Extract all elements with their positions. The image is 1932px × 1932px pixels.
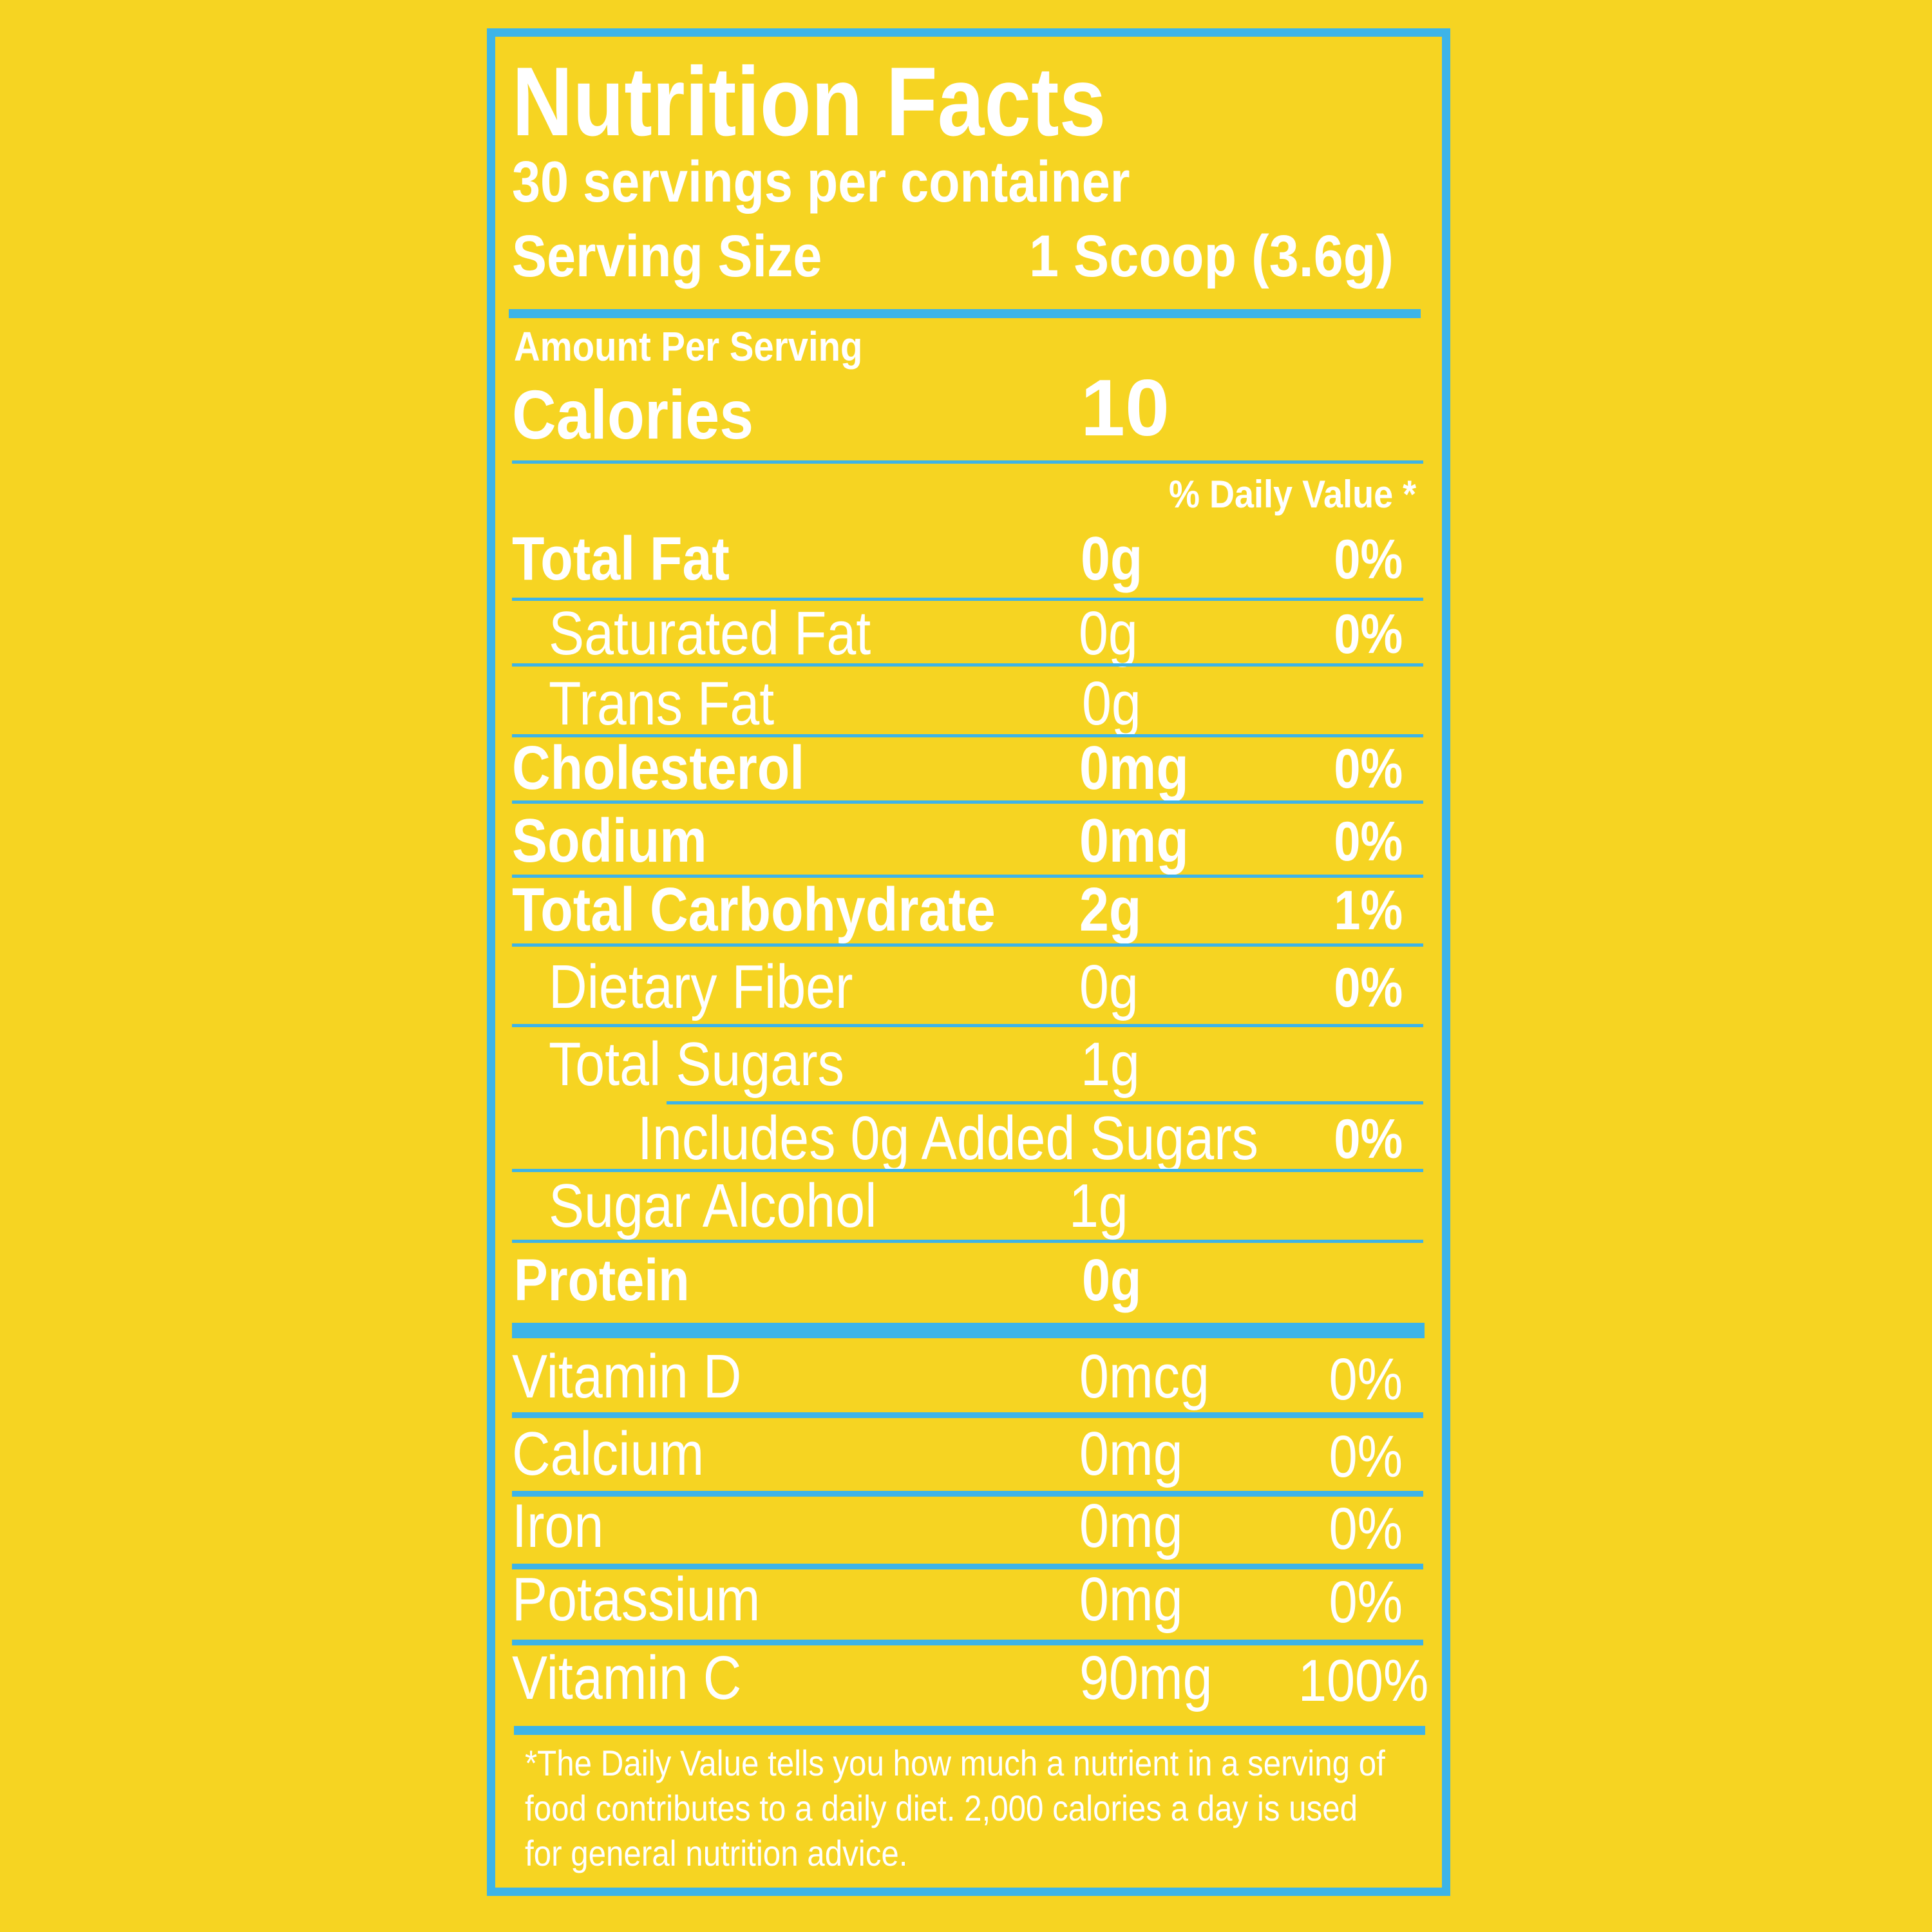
vitamin-daily-value: 0% — [1329, 1496, 1403, 1562]
footnote-line-2: food contributes to a daily diet. 2,000 … — [525, 1788, 1358, 1828]
nutrient-amount: 0g — [1079, 599, 1138, 668]
vitamin-daily-value: 100% — [1298, 1648, 1428, 1714]
nutrient-name: Protein — [514, 1247, 690, 1313]
nutrient-daily-value: 0% — [1334, 603, 1403, 665]
vitamin-daily-value: 0% — [1329, 1569, 1403, 1635]
nutrient-name: Sodium — [512, 806, 707, 875]
daily-value-header: % Daily Value * — [1169, 473, 1417, 516]
servings-per-container: 30 servings per container — [512, 150, 1130, 214]
nutrient-divider — [512, 943, 1423, 947]
label-title: Nutrition Facts — [512, 47, 1106, 156]
nutrient-name: Trans Fat — [549, 669, 775, 738]
nutrient-amount: 1g — [1081, 1030, 1140, 1099]
thick-rule-serving — [509, 309, 1421, 318]
vitamin-amount: 0mg — [1079, 1492, 1183, 1560]
thick-rule-protein — [512, 1323, 1425, 1338]
vitamin-name: Calcium — [512, 1419, 705, 1488]
nutrient-divider — [512, 1240, 1423, 1243]
vitamin-divider — [512, 1491, 1423, 1497]
nutrient-name: Total Sugars — [549, 1030, 844, 1099]
nutrient-name: Total Fat — [512, 524, 730, 593]
footnote-line-3: for general nutrition advice. — [525, 1833, 908, 1873]
nutrient-name: Cholesterol — [512, 734, 805, 802]
nutrient-amount: 0g — [1082, 669, 1141, 738]
nutrient-name: Saturated Fat — [549, 599, 871, 668]
nutrient-amount: 0mg — [1079, 806, 1189, 875]
nutrient-amount: 0g — [1079, 952, 1139, 1021]
rule-vitamin-c — [514, 1726, 1425, 1735]
nutrition-label-border — [487, 28, 1450, 1896]
nutrient-name: Total Carbohydrate — [512, 875, 996, 944]
vitamin-daily-value: 0% — [1329, 1347, 1403, 1412]
vitamin-amount: 0mg — [1079, 1565, 1183, 1634]
calories-label: Calories — [512, 375, 754, 453]
nutrient-daily-value: 0% — [1334, 957, 1403, 1019]
vitamin-name: Potassium — [512, 1565, 761, 1634]
vitamin-amount: 0mg — [1079, 1419, 1183, 1488]
serving-size-value: 1 Scoop (3.6g) — [1029, 223, 1394, 289]
vitamin-amount: 0mcg — [1079, 1342, 1209, 1411]
nutrient-daily-value: 0% — [1334, 738, 1403, 800]
calories-value: 10 — [1081, 364, 1170, 453]
vitamin-divider — [512, 1564, 1423, 1569]
nutrient-name: Includes 0g Added Sugars — [638, 1104, 1258, 1173]
nutrient-name: Sugar Alcohol — [549, 1171, 877, 1240]
nutrient-divider — [512, 1169, 1423, 1172]
nutrient-daily-value: 0% — [1334, 811, 1403, 873]
vitamin-name: Vitamin C — [512, 1643, 742, 1712]
nutrient-divider — [512, 1024, 1423, 1027]
nutrient-amount: 2g — [1079, 875, 1142, 944]
nutrient-daily-value: 0% — [1334, 1108, 1403, 1170]
vitamin-name: Vitamin D — [512, 1342, 742, 1411]
vitamin-daily-value: 0% — [1329, 1424, 1403, 1490]
vitamin-divider — [512, 1412, 1423, 1418]
nutrient-divider — [512, 598, 1423, 601]
nutrient-divider — [512, 875, 1423, 878]
footnote-line-1: *The Daily Value tells you how much a nu… — [525, 1743, 1385, 1783]
nutrient-amount: 0g — [1081, 524, 1143, 593]
vitamin-amount: 90mg — [1079, 1643, 1213, 1712]
serving-size-label: Serving Size — [512, 223, 822, 289]
amount-per-serving: Amount Per Serving — [514, 323, 863, 370]
nutrient-name: Dietary Fiber — [549, 952, 853, 1021]
nutrient-daily-value: 1% — [1334, 880, 1403, 942]
vitamin-name: Iron — [512, 1492, 604, 1560]
nutrient-daily-value: 0% — [1334, 529, 1403, 591]
nutrient-divider — [512, 734, 1423, 737]
nutrient-amount: 0g — [1082, 1247, 1142, 1313]
nutrient-divider — [512, 800, 1423, 804]
nutrient-divider — [512, 663, 1423, 667]
nutrient-amount: 0mg — [1079, 734, 1189, 802]
nutrient-amount: 1g — [1069, 1171, 1128, 1240]
vitamin-divider — [512, 1640, 1423, 1645]
rule-calories — [512, 460, 1423, 464]
nutrient-divider — [667, 1101, 1423, 1104]
